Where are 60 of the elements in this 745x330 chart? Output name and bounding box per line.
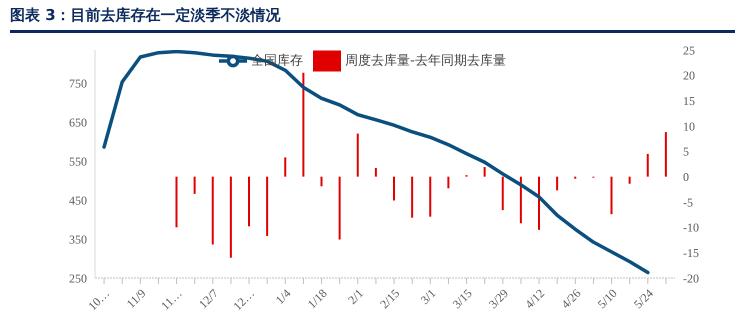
bar	[484, 167, 486, 177]
x-tick-label: 5/10	[594, 286, 620, 312]
x-tick-label: 11/9	[124, 286, 148, 311]
x-tick-label: 3/29	[486, 286, 511, 312]
bar	[646, 154, 649, 177]
bar	[230, 176, 232, 258]
x-tick-label: 3/1	[418, 286, 438, 307]
x-tick-label: 12…	[230, 286, 258, 314]
y-tick-label: 250	[69, 271, 87, 286]
bar	[447, 176, 450, 188]
bar	[320, 176, 322, 186]
bar	[520, 176, 522, 224]
bar	[556, 176, 558, 190]
x-tick-label: 5/24	[630, 286, 656, 312]
line-series	[102, 50, 650, 274]
y2-tick-label: -10	[683, 220, 699, 235]
y2-tick-label: -15	[683, 246, 699, 260]
bar	[374, 168, 377, 177]
bar	[356, 134, 359, 177]
y2-tick-label: -5	[683, 195, 693, 210]
bar	[302, 72, 304, 177]
y2-tick-label: 15	[683, 94, 695, 108]
y2-tick-label: 10	[683, 119, 695, 134]
x-tick-label: 10…	[85, 286, 112, 314]
bar	[610, 176, 612, 214]
bar	[212, 176, 214, 245]
bar	[338, 176, 341, 240]
x-tick-label: 1/18	[304, 286, 330, 312]
y-tick-label: 650	[69, 115, 87, 130]
bar	[176, 176, 178, 228]
x-tick-label: 11…	[158, 286, 185, 313]
y-tick-label: 350	[69, 232, 87, 246]
y2-tick-label: 20	[683, 68, 695, 83]
bar	[393, 176, 395, 200]
y-tick-label: 450	[69, 193, 87, 208]
x-tick-label: 3/15	[450, 286, 475, 312]
chart-title: 图表 3：目前去库存在一定淡季不淡情况	[10, 6, 281, 25]
legend-label: 周度去库量-去年同期去库量	[345, 54, 506, 69]
bar	[411, 176, 414, 218]
y2-tick-label: 25	[683, 43, 695, 58]
bar	[284, 157, 286, 177]
bar	[248, 176, 250, 226]
bar	[429, 176, 432, 217]
bar	[194, 176, 196, 194]
y-tick-label: 750	[69, 76, 87, 90]
bar	[538, 176, 540, 230]
x-tick-label: 2/1	[345, 286, 366, 307]
bar	[266, 176, 268, 236]
x-tick-label: 1/4	[272, 286, 294, 307]
bar	[502, 176, 504, 210]
y2-tick-label: 5	[683, 144, 689, 159]
x-tick-label: 4/26	[558, 286, 584, 312]
x-tick-label: 12/7	[196, 286, 221, 312]
y-tick-label: 550	[69, 154, 87, 168]
bar	[664, 132, 667, 177]
y2-tick-label: -20	[683, 271, 699, 286]
x-tick-label: 2/15	[377, 286, 402, 312]
y2-tick-label: 0	[683, 170, 689, 184]
x-tick-label: 4/12	[522, 286, 548, 312]
bar	[628, 176, 631, 184]
